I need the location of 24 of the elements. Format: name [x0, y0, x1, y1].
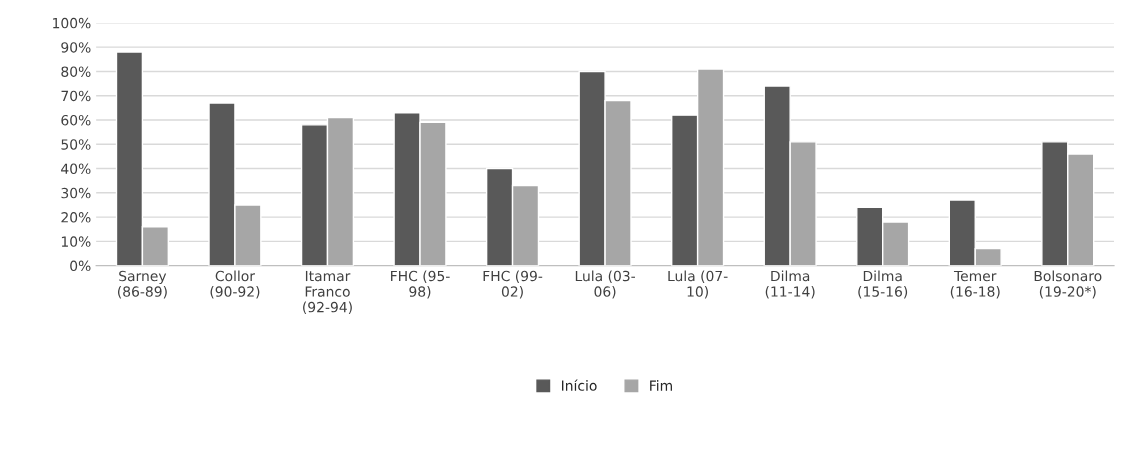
x-tick-label: Bolsonaro (19-20*): [1034, 270, 1102, 299]
x-tick-label: Lula (03- 06): [575, 270, 635, 299]
y-tick-label: 100%: [53, 17, 91, 29]
y-tick-label: 80%: [61, 66, 91, 77]
x-tick-label: Temer (16-18): [950, 270, 1000, 299]
y-tick-label: 50%: [61, 139, 91, 150]
x-tick-label: FHC (95- 98): [391, 270, 450, 299]
x-tick-label: Sarney (86-89): [118, 270, 167, 299]
legend-label: Fim: [650, 380, 672, 391]
y-tick-label: 20%: [61, 212, 91, 223]
y-tick-label: 10%: [61, 236, 91, 247]
x-tick-label: Itamar Franco (92-94): [303, 270, 352, 314]
x-tick-label: Dilma (15-16): [858, 270, 908, 299]
y-tick-label: 40%: [61, 163, 91, 175]
y-tick-label: 70%: [61, 90, 91, 102]
x-tick-label: Collor (90-92): [210, 270, 260, 299]
x-tick-label: Dilma (11-14): [765, 270, 815, 299]
x-tick-label: Lula (07- 10): [668, 270, 728, 299]
y-tick-label: 30%: [61, 187, 91, 199]
y-tick-label: 60%: [61, 114, 91, 126]
y-tick-label: 90%: [61, 42, 91, 53]
legend-label: Início: [562, 379, 597, 391]
x-tick-label: FHC (99- 02): [483, 270, 543, 299]
y-tick-label: 0%: [70, 260, 91, 272]
